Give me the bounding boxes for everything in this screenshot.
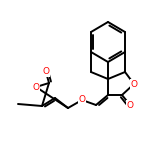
Text: O: O	[78, 96, 86, 105]
Text: O: O	[42, 68, 50, 76]
Text: O: O	[126, 100, 134, 109]
Text: O: O	[33, 82, 39, 91]
Text: O: O	[130, 80, 138, 88]
